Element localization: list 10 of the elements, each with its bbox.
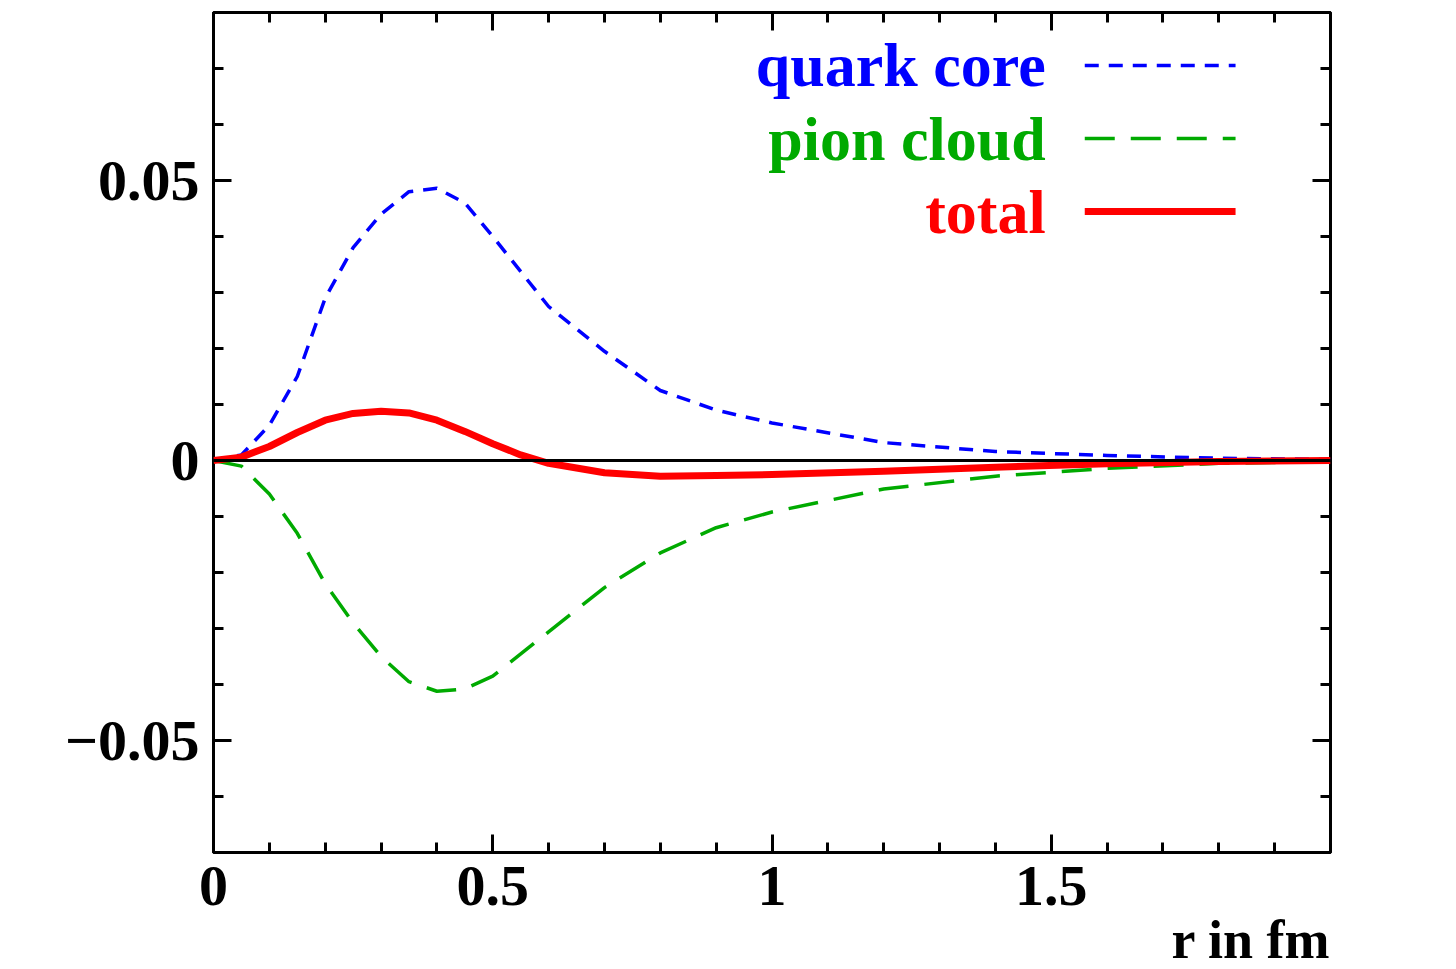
y-tick-label: −0.05: [64, 707, 200, 773]
x-axis-title: r in fm: [1171, 909, 1330, 969]
x-tick-label: 0.5: [456, 852, 529, 918]
y-tick-label: 0.05: [98, 147, 200, 213]
legend-label: quark core: [755, 31, 1046, 100]
y-tick-label: 0: [170, 427, 200, 493]
x-tick-label: 1.5: [1015, 852, 1088, 918]
x-tick-label: 1: [757, 852, 787, 918]
legend-label: total: [925, 177, 1046, 246]
legend-label: pion cloud: [768, 104, 1046, 173]
